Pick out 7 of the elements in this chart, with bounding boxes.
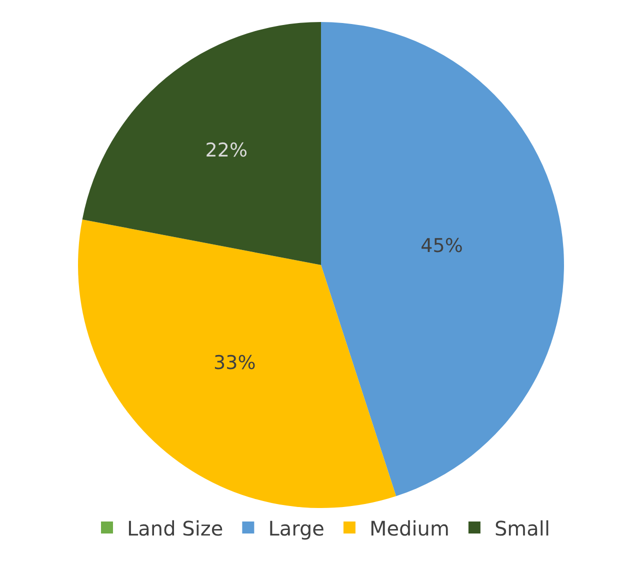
legend-label: Land Size <box>127 516 224 540</box>
data-label: 33% <box>214 352 256 374</box>
legend-label: Small <box>494 516 550 540</box>
data-label: 45% <box>420 234 463 257</box>
legend-label: Medium <box>369 516 450 540</box>
legend-label: Large <box>268 516 324 540</box>
data-label: 22% <box>205 140 248 162</box>
